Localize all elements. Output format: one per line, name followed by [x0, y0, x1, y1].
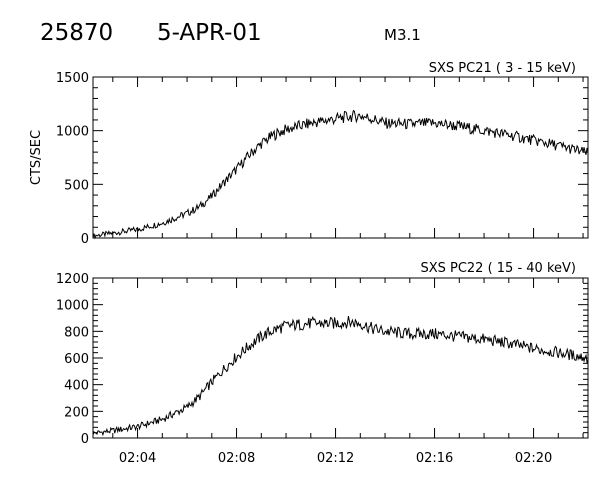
- y-tick-label: 0: [81, 232, 89, 247]
- light-curve-line: [92, 109, 589, 240]
- panel-title: SXS PC21 ( 3 - 15 keV): [429, 61, 576, 76]
- panel-title: SXS PC22 ( 15 - 40 keV): [420, 261, 576, 276]
- light-curve-line: [92, 315, 589, 437]
- x-tick-label: 02:04: [119, 451, 156, 466]
- pc22-panel: SXS PC22 ( 15 - 40 keV) 0 200 400 600 800 1000…: [56, 261, 589, 466]
- y-tick-label: 0: [81, 432, 89, 447]
- y-tick-label: 400: [64, 379, 89, 394]
- y-tick-label: 1000: [56, 125, 89, 140]
- y-tick-label: 800: [64, 325, 89, 340]
- event-id: 25870: [40, 20, 113, 46]
- y-tick-label: 1200: [56, 272, 89, 287]
- pc21-panel: SXS PC21 ( 3 - 15 keV) CTS/SEC 0 500 1000 150…: [29, 61, 589, 247]
- x-tick-label: 02:20: [515, 451, 552, 466]
- y-tick-label: 1000: [56, 299, 89, 314]
- event-date: 5-APR-01: [157, 20, 262, 46]
- y-tick-label: 500: [64, 178, 89, 193]
- x-tick-label: 02:16: [416, 451, 453, 466]
- y-tick-label: 200: [64, 405, 89, 420]
- y-axis-label: CTS/SEC: [29, 130, 44, 185]
- y-tick-label: 600: [64, 352, 89, 367]
- plot-frame: [92, 277, 589, 439]
- y-tick-label: 1500: [56, 71, 89, 86]
- x-tick-label: 02:08: [218, 451, 255, 466]
- plot-frame: [92, 76, 589, 239]
- x-tick-label: 02:12: [317, 451, 354, 466]
- flare-class: M3.1: [384, 26, 421, 44]
